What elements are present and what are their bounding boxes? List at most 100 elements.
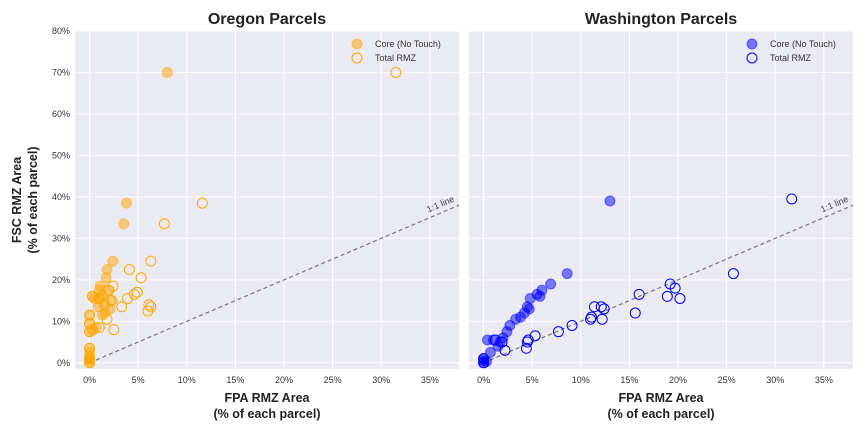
- washington-x-tick-label: 15%: [620, 375, 638, 385]
- washington-core-point: [536, 284, 548, 296]
- oregon-plot-area: [75, 31, 459, 369]
- oregon-x-tick-label: 25%: [324, 375, 342, 385]
- y-axis-label-line1: FSC RMZ Area: [10, 156, 24, 243]
- oregon-x-tick-label: 35%: [421, 375, 439, 385]
- washington-legend: Core (No Touch) Total RMZ: [746, 38, 836, 64]
- oregon-core-point: [101, 263, 113, 275]
- oregon-core-point: [121, 197, 133, 209]
- oregon-total-rmz-point: [196, 197, 208, 209]
- washington-core-point: [523, 303, 535, 315]
- oregon-total-rmz-point: [145, 301, 157, 313]
- oregon-total-rmz-point: [145, 255, 157, 267]
- washington-total-rmz-point: [566, 319, 578, 331]
- oregon-total-rmz-point: [135, 272, 147, 284]
- washington-total-rmz-point: [499, 344, 511, 356]
- oregon-x-tick-label: 5%: [132, 375, 145, 385]
- y-axis-label-line2: (% of each parcel): [26, 147, 40, 254]
- oregon-legend-core-marker: [351, 38, 363, 50]
- oregon-x-tick-label: 15%: [226, 375, 244, 385]
- washington-x-tick-label: 30%: [766, 375, 784, 385]
- oregon-x-gridlines: [89, 31, 431, 369]
- washington-x-tick-labels: 0% 5% 10% 15% 20% 25% 30% 35%: [477, 375, 833, 385]
- oregon-total-rmz-point: [131, 286, 143, 298]
- oregon-total-rmz-point: [84, 326, 96, 338]
- oregon-y-tick-label: 30%: [52, 233, 70, 243]
- oregon-core-point: [161, 66, 173, 78]
- oregon-x-tick-label: 30%: [372, 375, 390, 385]
- washington-x-tick-label: 5%: [526, 375, 539, 385]
- oregon-y-tick-label: 20%: [52, 275, 70, 285]
- oregon-total-rmz-point: [84, 317, 96, 329]
- oregon-y-tick-label: 60%: [52, 109, 70, 119]
- washington-x-axis-label-line2: (% of each parcel): [608, 407, 715, 421]
- washington-total-rmz-point: [629, 307, 641, 319]
- oregon-y-tick-label: 50%: [52, 150, 70, 160]
- washington-x-tick-label: 25%: [718, 375, 736, 385]
- oregon-total-rmz-point: [101, 313, 113, 325]
- washington-total-rmz-point: [595, 301, 607, 313]
- washington-legend-total-marker: [746, 52, 758, 64]
- washington-core-point: [604, 195, 616, 207]
- oregon-x-axis-label-line2: (% of each parcel): [214, 407, 321, 421]
- oregon-total-rmz-point: [86, 324, 98, 336]
- oregon-total-rmz-point: [143, 299, 155, 311]
- washington-y-gridlines: [469, 30, 853, 364]
- oregon-total-rmz-point: [390, 66, 402, 78]
- oregon-total-rmz-point: [86, 290, 98, 302]
- washington-one-to-one-line: [483, 204, 854, 364]
- oregon-total-rmz-point: [84, 342, 96, 354]
- washington-total-rmz-point: [552, 326, 564, 338]
- washington-x-axis-label-line1: FPA RMZ Area: [619, 391, 705, 405]
- oregon-points: [84, 66, 402, 369]
- oregon-core-point: [118, 218, 130, 230]
- oregon-core-point: [107, 255, 119, 267]
- washington-total-rmz-point: [489, 334, 501, 346]
- oregon-total-rmz-point: [103, 284, 115, 296]
- oregon-x-axis-label-line1: FPA RMZ Area: [225, 391, 311, 405]
- oregon-total-rmz-point: [105, 295, 117, 307]
- oregon-total-rmz-point: [123, 263, 135, 275]
- washington-x-tick-label: 35%: [815, 375, 833, 385]
- oregon-y-gridlines: [75, 30, 459, 364]
- washington-legend-core-marker: [746, 38, 758, 50]
- oregon-y-tick-label: 0%: [57, 358, 70, 368]
- oregon-total-rmz-point: [108, 324, 120, 336]
- oregon-y-tick-labels: 0% 10% 20% 30% 40% 50% 60% 70% 80%: [52, 26, 70, 368]
- washington-title: Washington Parcels: [585, 11, 737, 28]
- washington-core-point: [545, 278, 557, 290]
- oregon-core-point: [106, 295, 118, 307]
- washington-total-rmz-point: [478, 353, 490, 365]
- washington-total-rmz-point: [496, 336, 508, 348]
- oregon-total-rmz-point: [107, 280, 119, 292]
- washington-total-rmz-point: [674, 292, 686, 304]
- washington-x-tick-label: 10%: [572, 375, 590, 385]
- oregon-title: Oregon Parcels: [208, 11, 326, 28]
- oregon-y-tick-label: 80%: [52, 26, 70, 36]
- washington-total-rmz-point: [669, 282, 681, 294]
- washington-total-rmz-point: [596, 313, 608, 325]
- washington-legend-total-label: Total RMZ: [770, 53, 812, 63]
- washington-core-point: [561, 268, 573, 280]
- oregon-one-to-one-line: [89, 204, 460, 364]
- oregon-total-rmz-point: [128, 288, 140, 300]
- oregon-y-tick-label: 40%: [52, 192, 70, 202]
- washington-total-rmz-point: [585, 311, 597, 323]
- oregon-x-tick-labels: 0% 5% 10% 15% 20% 25% 30% 35%: [83, 375, 439, 385]
- washington-total-rmz-point: [520, 342, 532, 354]
- washington-core-point: [484, 346, 496, 358]
- washington-x-tick-label: 20%: [669, 375, 687, 385]
- oregon-total-rmz-point: [84, 357, 96, 369]
- washington-points: [478, 193, 798, 369]
- oregon-legend-total-label: Total RMZ: [375, 53, 417, 63]
- oregon-total-rmz-point: [84, 309, 96, 321]
- washington-total-rmz-point: [598, 303, 610, 315]
- washington-total-rmz-point: [529, 330, 541, 342]
- washington-plot-area: [469, 31, 853, 369]
- oregon-x-tick-label: 20%: [275, 375, 293, 385]
- oregon-x-tick-label: 10%: [178, 375, 196, 385]
- washington-total-rmz-point: [727, 268, 739, 280]
- oregon-legend-total-marker: [351, 52, 363, 64]
- washington-panel: 1:1 line 0% 5% 10% 15% 20% 25% 30% 35% Washingt…: [469, 11, 854, 421]
- oregon-x-tick-label: 0%: [83, 375, 96, 385]
